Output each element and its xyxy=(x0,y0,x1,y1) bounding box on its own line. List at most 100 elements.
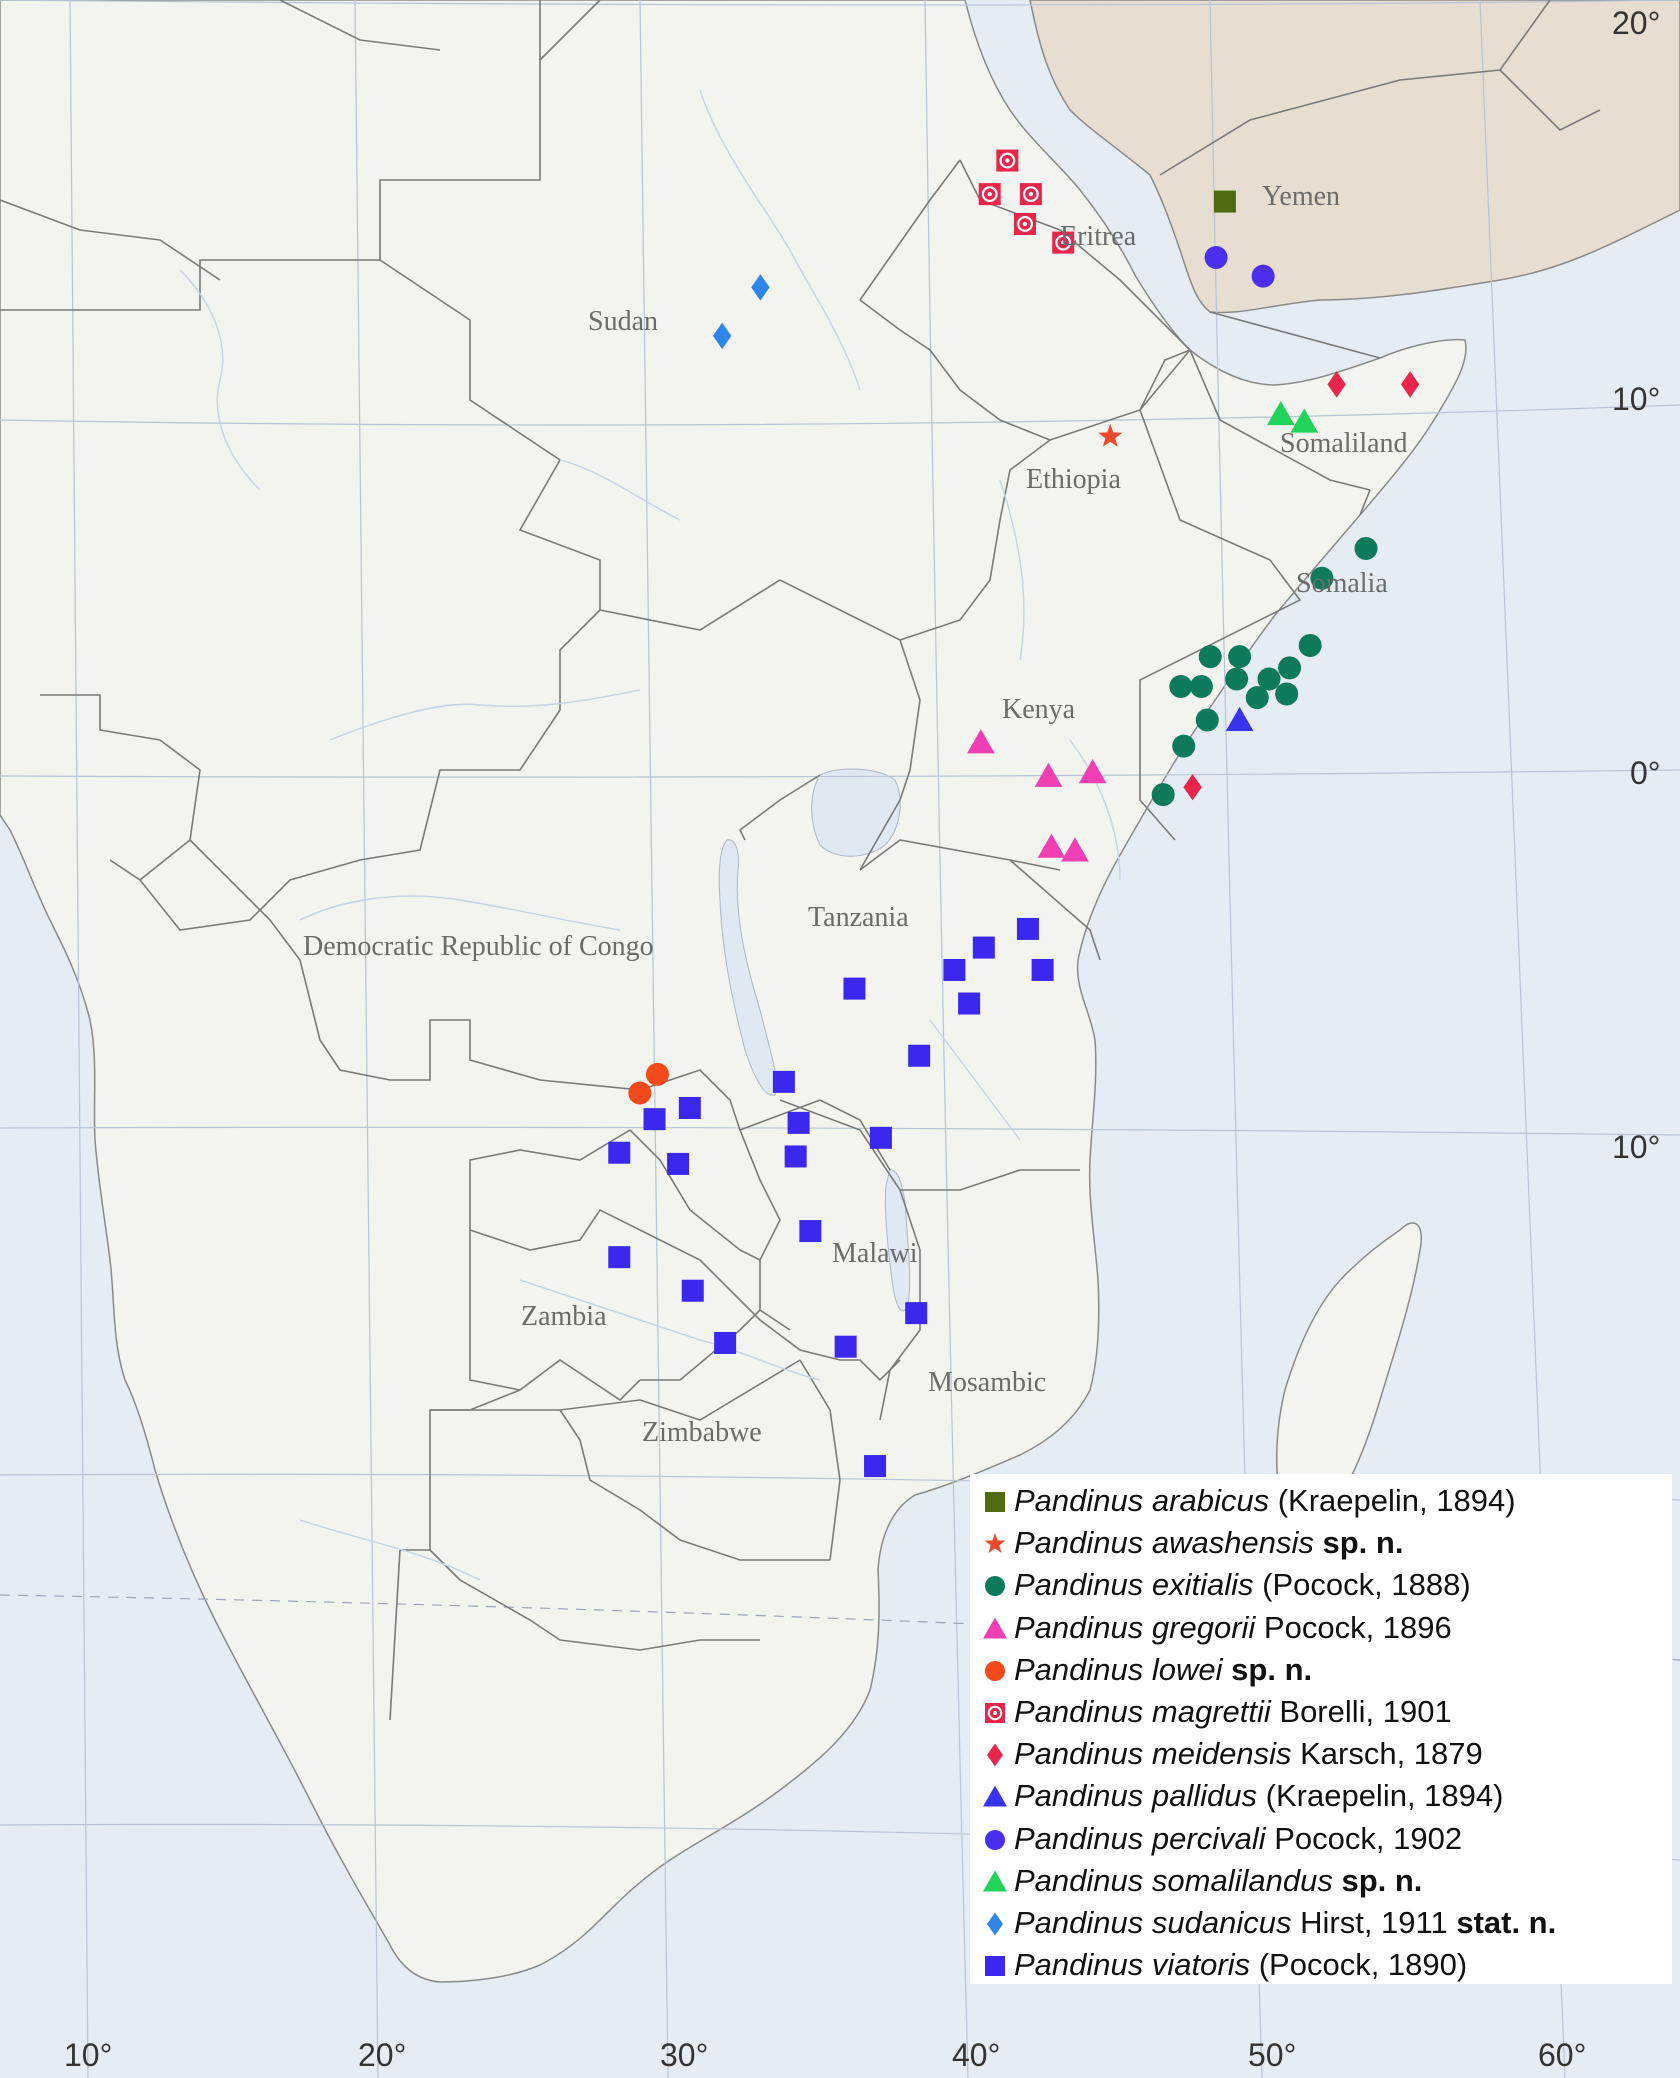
legend-item-lowei: Pandinus lowei sp. n. xyxy=(978,1649,1664,1691)
record-viatoris xyxy=(943,958,966,981)
record-exitialis xyxy=(1257,667,1281,691)
legend-taxon: Pandinus lowei xyxy=(1014,1652,1223,1687)
legend-taxon: Pandinus percivali xyxy=(1014,1821,1266,1856)
legend-species: gregorii xyxy=(1151,1609,1256,1645)
legend-author: Pocock, 1896 xyxy=(1255,1609,1452,1645)
legend-item-gregorii: Pandinus gregorii Pocock, 1896 xyxy=(978,1607,1664,1649)
legend-status: sp. n. xyxy=(1332,1862,1423,1898)
record-viatoris xyxy=(869,1126,892,1149)
record-exitialis xyxy=(1195,708,1219,732)
legend-author: Hirst, 1911 xyxy=(1291,1904,1448,1940)
legend-label: Pandinus somalilandus sp. n. xyxy=(1014,1863,1422,1899)
record-somalilandus xyxy=(1266,400,1295,426)
legend-taxon: Pandinus arabicus xyxy=(1014,1483,1269,1518)
legend-genus: Pandinus xyxy=(1014,1694,1144,1730)
record-viatoris xyxy=(608,1141,631,1164)
legend-item-pallidus: Pandinus pallidus (Kraepelin, 1894) xyxy=(978,1775,1664,1817)
record-awashensis xyxy=(1098,423,1123,447)
record-lowei xyxy=(628,1081,652,1105)
diamond-marker-icon xyxy=(987,1743,1003,1767)
label-zambia: Zambia xyxy=(521,1301,607,1332)
legend-taxon: Pandinus sudanicus xyxy=(1014,1905,1292,1940)
square-marker-icon xyxy=(985,1956,1005,1977)
record-viatoris xyxy=(667,1152,690,1175)
record-viatoris xyxy=(908,1044,931,1067)
legend-label: Pandinus viatoris (Pocock, 1890) xyxy=(1014,1947,1467,1983)
country-borders xyxy=(0,0,1601,1721)
record-exitialis xyxy=(1245,686,1269,710)
legend-genus: Pandinus xyxy=(1014,1567,1144,1603)
record-viatoris xyxy=(1031,958,1054,981)
legend-status: stat. n. xyxy=(1447,1904,1557,1940)
record-magrettii xyxy=(1019,183,1042,206)
record-viatoris xyxy=(681,1279,704,1302)
legend-species: exitialis xyxy=(1151,1567,1254,1603)
rivers xyxy=(179,89,1121,1581)
record-somalilandus xyxy=(1290,408,1319,433)
triangle-marker-icon xyxy=(983,1870,1007,1892)
legend-genus: Pandinus xyxy=(1014,1947,1144,1983)
legend-author: Karsch, 1879 xyxy=(1291,1736,1483,1772)
label-zimbabwe: Zimbabwe xyxy=(642,1417,762,1448)
legend-status: sp. n. xyxy=(1222,1651,1313,1687)
legend-item-sudanicus: Pandinus sudanicus Hirst, 1911 stat. n. xyxy=(978,1902,1664,1944)
record-exitialis xyxy=(1278,656,1302,680)
legend-species: meidensis xyxy=(1151,1736,1292,1772)
record-percivali xyxy=(1204,246,1228,270)
record-exitialis xyxy=(1275,682,1299,706)
legend-species: awashensis xyxy=(1151,1525,1314,1561)
legend-taxon: Pandinus meidensis xyxy=(1014,1736,1291,1771)
star-marker-icon xyxy=(984,1533,1006,1554)
legend-label: Pandinus exitialis (Pocock, 1888) xyxy=(1014,1567,1471,1603)
record-viatoris xyxy=(958,992,981,1015)
legend-genus: Pandinus xyxy=(1014,1609,1144,1645)
legend-item-viatoris: Pandinus viatoris (Pocock, 1890) xyxy=(978,1944,1664,1986)
legend-genus: Pandinus xyxy=(1014,1651,1144,1687)
legend-species: sudanicus xyxy=(1151,1904,1292,1940)
legend-author: (Pocock, 1888) xyxy=(1253,1567,1471,1603)
record-viatoris xyxy=(799,1220,822,1243)
record-sudanicus xyxy=(751,274,770,301)
circle-marker-icon xyxy=(985,1660,1005,1681)
lake-tanganyika xyxy=(718,839,777,1096)
record-viatoris xyxy=(905,1302,928,1325)
legend-genus: Pandinus xyxy=(1014,1862,1144,1898)
legend-genus: Pandinus xyxy=(1014,1483,1144,1519)
record-gregorii xyxy=(967,729,995,754)
legend-taxon: Pandinus somalilandus xyxy=(1014,1863,1333,1898)
arabian-peninsula xyxy=(1029,0,1680,314)
record-viatoris xyxy=(643,1108,666,1131)
record-viatoris xyxy=(787,1111,810,1134)
record-viatoris xyxy=(678,1096,701,1119)
legend-label: Pandinus pallidus (Kraepelin, 1894) xyxy=(1014,1778,1503,1814)
record-meidensis xyxy=(1400,371,1420,398)
country-labels: Yemen Eritrea Sudan Somaliland Ethiopia … xyxy=(303,181,1408,1448)
lake-victoria xyxy=(811,768,901,857)
label-kenya: Kenya xyxy=(1002,694,1076,725)
circle-marker-icon xyxy=(985,1576,1005,1597)
label-sudan: Sudan xyxy=(588,306,658,337)
legend-species: viatoris xyxy=(1151,1947,1251,1983)
legend-label: Pandinus awashensis sp. n. xyxy=(1014,1525,1403,1561)
legend-genus: Pandinus xyxy=(1014,1820,1144,1856)
record-percivali xyxy=(1251,264,1275,288)
legend-label: Pandinus percivali Pocock, 1902 xyxy=(1014,1821,1462,1857)
legend-genus: Pandinus xyxy=(1014,1736,1144,1772)
lat-label-20n: 20° xyxy=(1612,5,1660,41)
records-layer xyxy=(608,149,1420,1478)
diamond-marker-icon xyxy=(987,1912,1003,1936)
ringed-square-marker-icon xyxy=(985,1703,1005,1724)
legend-item-percivali: Pandinus percivali Pocock, 1902 xyxy=(978,1818,1664,1860)
legend-item-exitialis: Pandinus exitialis (Pocock, 1888) xyxy=(978,1564,1664,1606)
circle-marker-icon xyxy=(985,1829,1005,1850)
legend-status: sp. n. xyxy=(1313,1525,1404,1561)
legend-genus: Pandinus xyxy=(1014,1778,1144,1814)
legend-author: Borelli, 1901 xyxy=(1270,1694,1452,1730)
legend-taxon: Pandinus viatoris xyxy=(1014,1947,1250,1982)
axis-labels: 10° 20° 30° 40° 50° 60° 20° 10° 0° 10° xyxy=(64,5,1661,2073)
label-tanzania: Tanzania xyxy=(808,902,909,933)
label-somaliland: Somaliland xyxy=(1280,428,1408,459)
legend-author: (Kraepelin, 1894) xyxy=(1269,1483,1516,1519)
lon-label-30: 30° xyxy=(660,2037,708,2073)
